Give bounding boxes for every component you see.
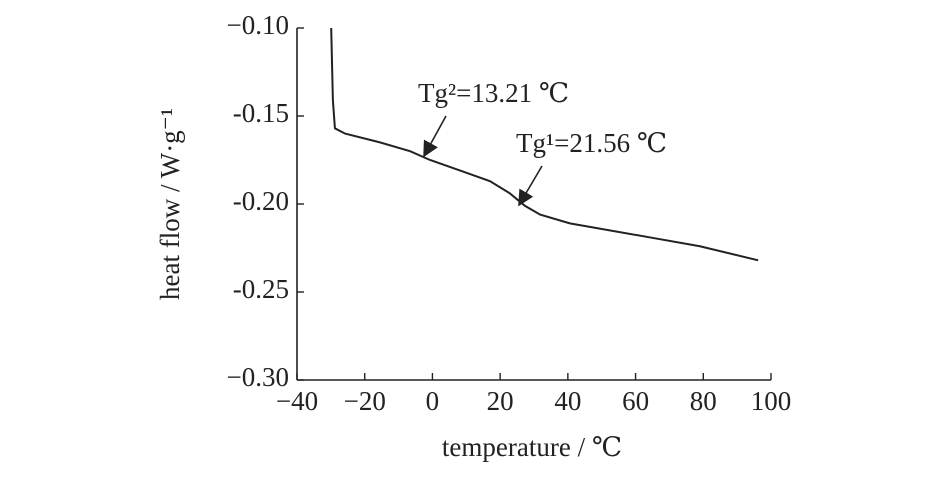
x-tick-label: 0 [426, 386, 440, 416]
annotation-arrow [518, 165, 543, 207]
annotation-arrow [423, 115, 447, 158]
y-axis-label: heat flow / W·g⁻¹ [155, 108, 185, 300]
y-tick-label: -0.15 [233, 98, 289, 128]
y-tick-label: −0.30 [227, 362, 289, 392]
x-tick-label: −40 [276, 386, 318, 416]
x-tick-label: 60 [622, 386, 649, 416]
x-tick-label: 20 [487, 386, 514, 416]
y-tick-label: -0.25 [233, 274, 289, 304]
y-tick-label: −0.10 [227, 10, 289, 40]
x-axis-label: temperature / ℃ [442, 432, 622, 462]
annotation: Tg²=13.21 ℃ [418, 78, 569, 108]
x-tick-label: −20 [344, 386, 386, 416]
y-tick-label: -0.20 [233, 186, 289, 216]
x-tick-label: 80 [690, 386, 717, 416]
line-series [330, 27, 759, 262]
annotation: Tg¹=21.56 ℃ [516, 128, 667, 158]
x-tick-label: 40 [554, 386, 581, 416]
x-tick-label: 100 [751, 386, 792, 416]
